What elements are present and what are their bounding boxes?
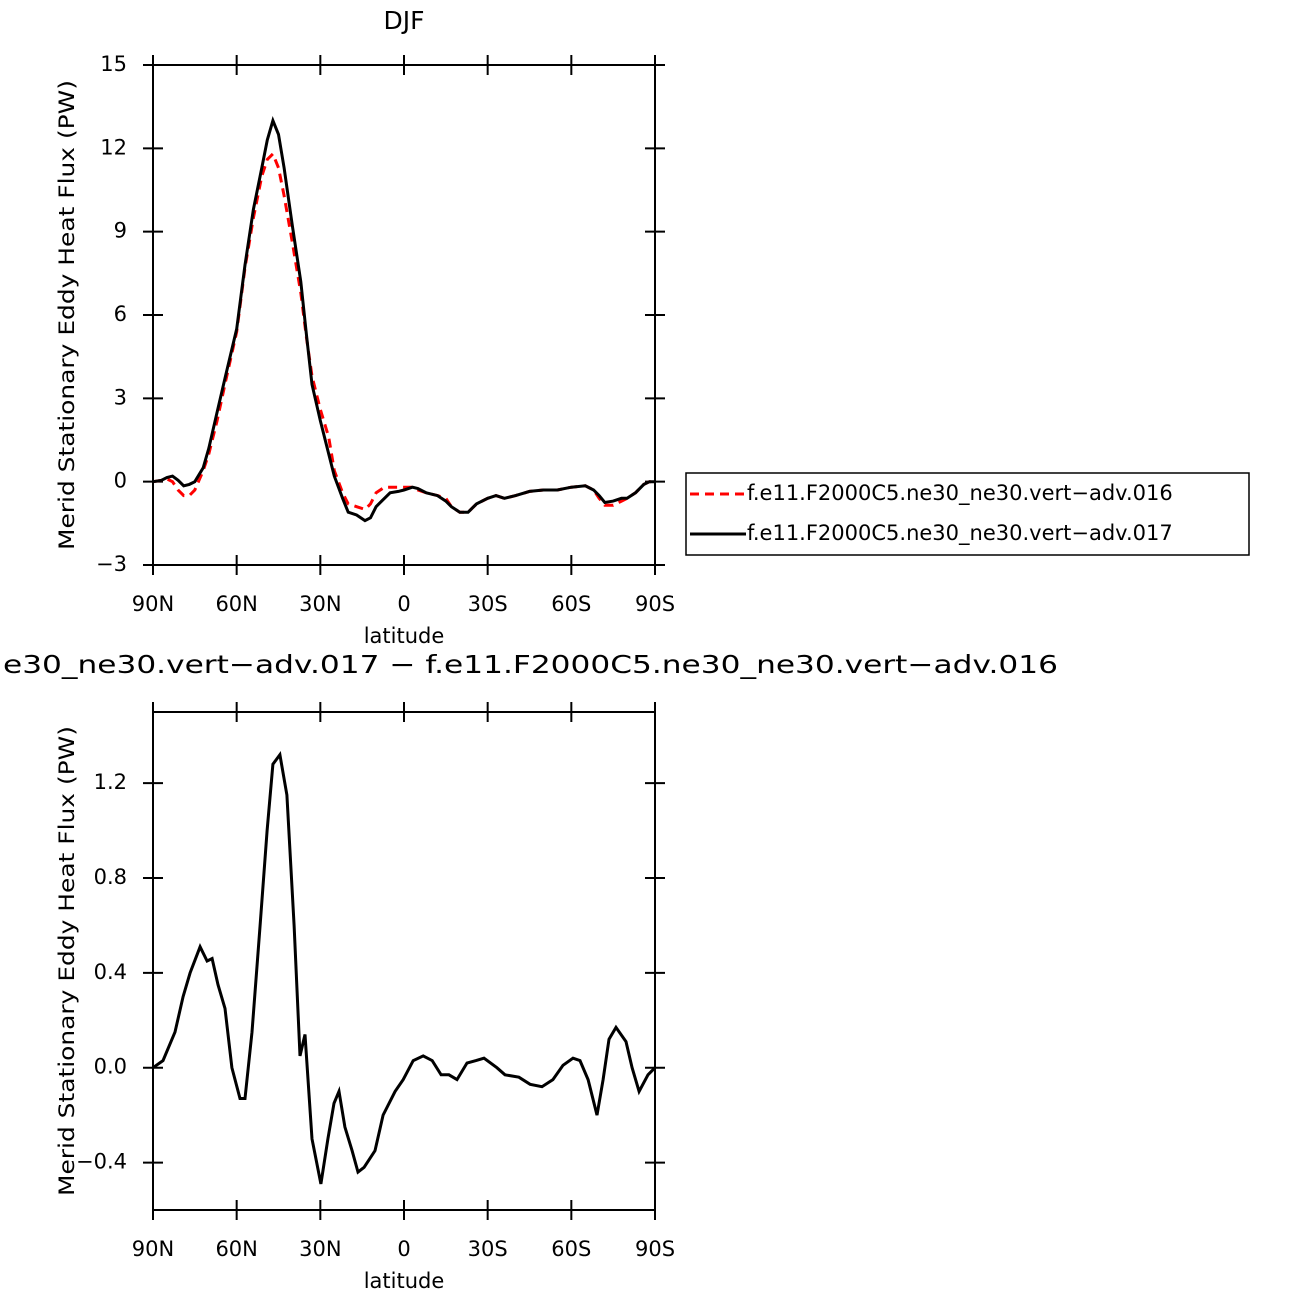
legend-label: f.e11.F2000C5.ne30_ne30.vert−adv.017 (747, 521, 1173, 546)
y-tick-label: 0.8 (94, 865, 127, 889)
x-tick-label: 30N (299, 592, 341, 616)
y-axis-label: Merid Stationary Eddy Heat Flux (PW) (55, 726, 79, 1196)
y-tick-label: 0.4 (94, 960, 127, 984)
y-tick-label: 0.0 (94, 1055, 127, 1079)
x-tick-label: 60S (551, 1237, 591, 1261)
x-tick-label: 60N (215, 592, 257, 616)
x-tick-label: 30S (468, 592, 508, 616)
y-tick-label: 0 (114, 469, 127, 493)
x-axis-label: latitude (364, 1269, 445, 1293)
legend-box (685, 472, 1250, 556)
x-tick-label: 60S (551, 592, 591, 616)
x-tick-label: 0 (397, 592, 410, 616)
y-tick-label: 3 (114, 385, 127, 409)
x-tick-label: 30N (299, 1237, 341, 1261)
x-tick-label: 60N (215, 1237, 257, 1261)
y-tick-label: 6 (114, 302, 127, 326)
x-tick-label: 90S (635, 1237, 675, 1261)
data-line (152, 750, 657, 1185)
plot-frame (152, 64, 656, 566)
data-line (152, 116, 655, 523)
x-axis-label: latitude (364, 624, 445, 648)
y-tick-label: 1.2 (94, 770, 127, 794)
plot-frame (152, 711, 656, 1211)
x-tick-label: 90S (635, 592, 675, 616)
legend-label: f.e11.F2000C5.ne30_ne30.vert−adv.016 (747, 481, 1173, 506)
x-tick-label: 90N (132, 1237, 174, 1261)
y-tick-label: −0.4 (76, 1150, 127, 1174)
chart-title: DJF (383, 6, 424, 35)
y-tick-label: 9 (114, 219, 127, 243)
y-tick-label: −3 (96, 552, 127, 576)
y-tick-label: 12 (100, 135, 127, 159)
x-tick-label: 0 (397, 1237, 410, 1261)
data-line (152, 151, 655, 514)
x-tick-label: 30S (468, 1237, 508, 1261)
y-tick-label: 15 (100, 52, 127, 76)
y-axis-label: Merid Stationary Eddy Heat Flux (PW) (55, 80, 79, 550)
x-tick-label: 90N (132, 592, 174, 616)
chart-title: e30_ne30.vert−adv.017 − f.e11.F2000C5.ne… (3, 650, 1058, 679)
